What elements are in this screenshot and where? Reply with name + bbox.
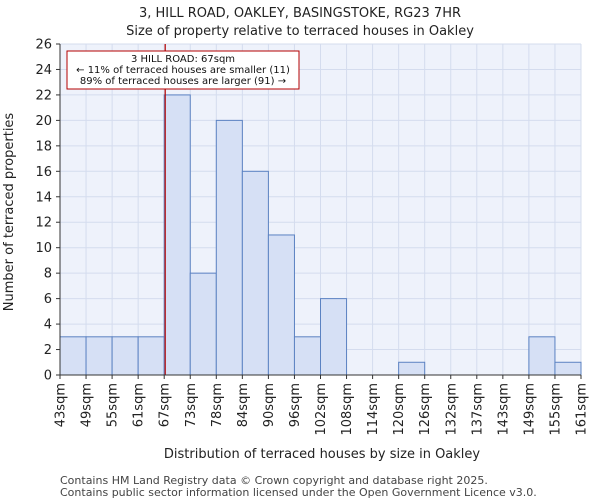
x-tick-label: 90sqm	[262, 383, 277, 427]
x-tick-label: 49sqm	[80, 383, 95, 427]
bar-73sqm	[189, 272, 217, 376]
annotation-line-2: ← 11% of terraced houses are smaller (11…	[76, 65, 290, 76]
annotation-frame	[66, 50, 300, 90]
bar-102sqm	[320, 298, 348, 376]
chart-title: 3, HILL ROAD, OAKLEY, BASINGSTOKE, RG23 …	[139, 6, 461, 21]
bar-90sqm	[267, 234, 295, 376]
y-tick-label: 24	[35, 63, 52, 78]
y-tick-label: 8	[44, 267, 52, 282]
x-tick-label: 43sqm	[54, 383, 69, 427]
y-tick-label: 20	[35, 114, 52, 129]
y-tick-label: 12	[35, 216, 52, 231]
footer-line-2: Contains public sector information licen…	[60, 486, 537, 499]
x-tick-label: 102sqm	[314, 383, 329, 436]
y-tick-label: 10	[35, 241, 52, 256]
bar-155sqm	[554, 361, 582, 376]
x-tick-label: 84sqm	[236, 383, 251, 427]
annotation-line-1: 3 HILL ROAD: 67sqm	[131, 54, 235, 65]
bar-149sqm	[528, 336, 556, 376]
y-tick-label: 0	[44, 369, 52, 384]
x-tick-label: 161sqm	[575, 383, 590, 436]
y-axis-label: Number of terraced properties	[2, 113, 17, 312]
bar-78sqm	[215, 119, 243, 376]
bars	[59, 94, 582, 376]
bar-96sqm	[293, 336, 322, 376]
x-tick-labels: 43sqm 49sqm 55sqm 61sqm 67sqm 73sqm 78sqm 84sqm…	[54, 375, 590, 436]
y-tick-label: 6	[44, 292, 52, 307]
x-tick-label: 55sqm	[106, 383, 121, 427]
x-tick-label: 78sqm	[210, 383, 225, 427]
x-tick-label: 73sqm	[184, 383, 199, 427]
x-tick-label: 155sqm	[548, 383, 563, 436]
footer-line-1: Contains HM Land Registry data © Crown c…	[60, 474, 488, 487]
bar-67sqm	[163, 94, 191, 376]
bar-84sqm	[241, 170, 269, 376]
y-tick-label: 18	[35, 139, 52, 154]
x-tick-label: 132sqm	[444, 383, 459, 436]
bar-43sqm	[59, 336, 87, 376]
bar-49sqm	[85, 336, 113, 376]
bar-55sqm	[111, 336, 139, 376]
x-tick-label: 114sqm	[366, 383, 381, 436]
x-tick-label: 120sqm	[392, 383, 407, 436]
x-tick-label: 137sqm	[470, 383, 485, 436]
y-tick-label: 2	[44, 343, 52, 358]
x-tick-label: 67sqm	[158, 383, 173, 427]
x-tick-label: 96sqm	[288, 383, 303, 427]
y-tick-label: 16	[35, 165, 52, 180]
chart-subtitle: Size of property relative to terraced ho…	[126, 24, 474, 39]
x-tick-label: 149sqm	[522, 383, 537, 436]
bar-120sqm	[398, 361, 426, 376]
annotation-box: 3 HILL ROAD: 67sqm ← 11% of terraced hou…	[66, 50, 300, 90]
y-tick-label: 14	[35, 190, 52, 205]
x-tick-label: 108sqm	[340, 383, 355, 436]
x-tick-label: 143sqm	[496, 383, 511, 436]
y-tick-label: 22	[35, 88, 52, 103]
y-tick-label: 26	[35, 38, 52, 53]
x-tick-label: 126sqm	[418, 383, 433, 436]
bar-61sqm	[137, 336, 165, 376]
x-tick-label: 61sqm	[132, 383, 147, 427]
x-axis-label: Distribution of terraced houses by size …	[164, 447, 481, 462]
annotation-line-3: 89% of terraced houses are larger (91) →	[80, 76, 286, 87]
y-tick-label: 4	[44, 318, 52, 333]
